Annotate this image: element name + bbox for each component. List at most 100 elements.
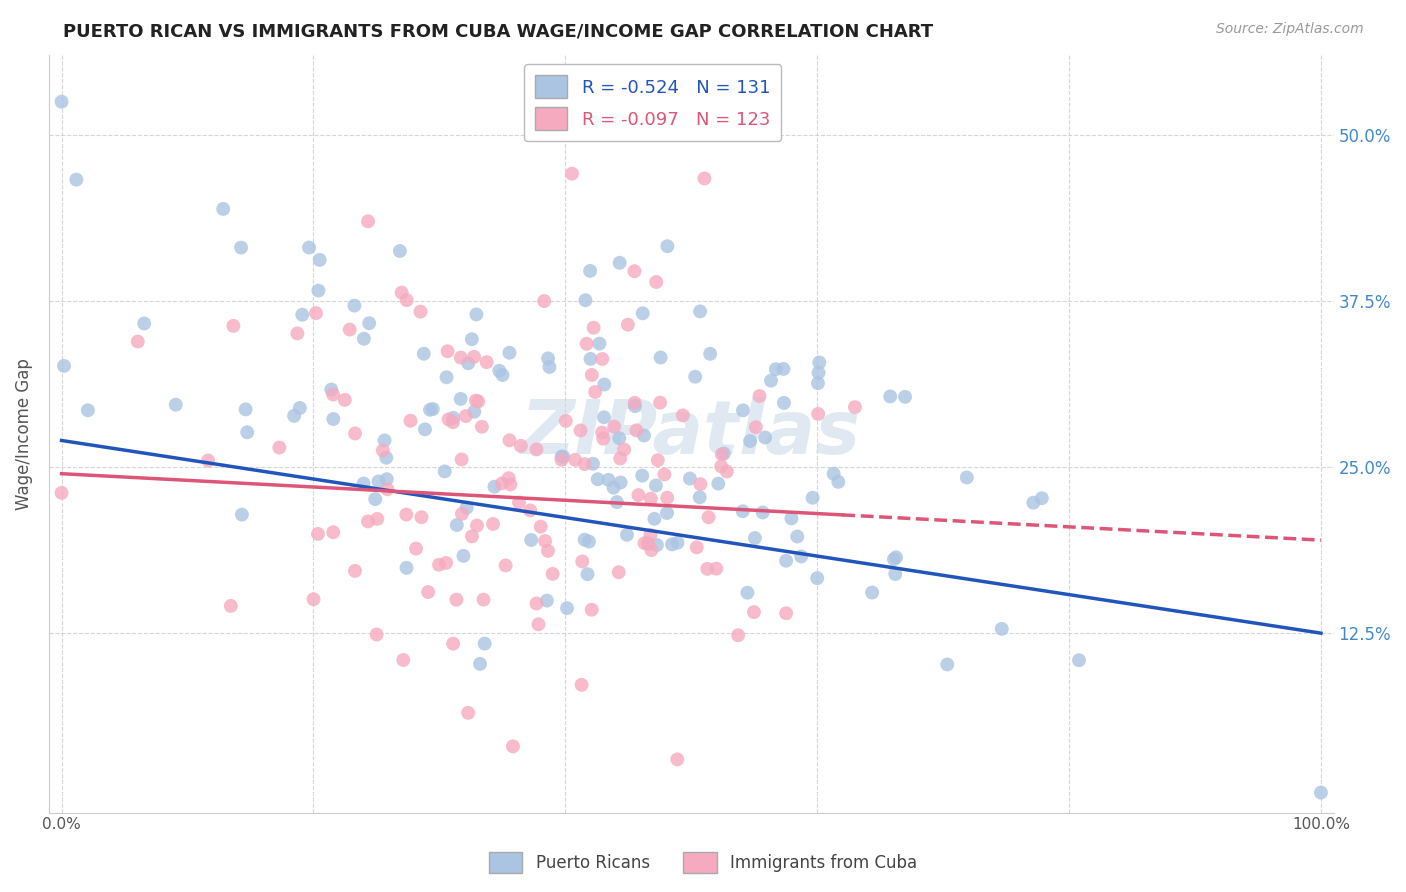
Point [571, 678, 593, 692]
Point [422, 402, 444, 417]
Point [748, 389, 770, 403]
Point [419, 402, 441, 417]
Point [1022, 496, 1045, 510]
Point [339, 322, 361, 336]
Point [359, 316, 381, 330]
Point [464, 393, 486, 408]
Point [936, 657, 959, 672]
Point [780, 511, 803, 525]
Point [526, 597, 548, 611]
Point [582, 457, 605, 471]
Point [773, 396, 796, 410]
Point [704, 561, 727, 575]
Point [446, 592, 468, 607]
Point [269, 441, 291, 455]
Point [416, 585, 439, 599]
Point [554, 414, 576, 428]
Point [555, 601, 578, 615]
Point [884, 567, 907, 582]
Text: ZIPatlas: ZIPatlas [522, 397, 862, 470]
Point [754, 430, 776, 444]
Point [465, 308, 488, 322]
Point [627, 488, 650, 502]
Point [582, 320, 605, 334]
Point [287, 326, 309, 341]
Point [541, 566, 564, 581]
Point [463, 404, 485, 418]
Point [283, 409, 305, 423]
Point [502, 739, 524, 754]
Point [657, 491, 679, 505]
Point [807, 366, 830, 380]
Point [322, 387, 344, 401]
Point [574, 533, 596, 547]
Point [450, 392, 472, 406]
Point [456, 500, 478, 515]
Point [645, 275, 668, 289]
Point [366, 512, 388, 526]
Point [307, 284, 329, 298]
Point [453, 549, 475, 563]
Point [465, 518, 488, 533]
Point [302, 592, 325, 607]
Point [696, 562, 718, 576]
Point [593, 377, 616, 392]
Point [343, 564, 366, 578]
Point [375, 450, 398, 465]
Point [716, 465, 738, 479]
Point [451, 507, 474, 521]
Point [657, 239, 679, 253]
Point [654, 467, 676, 482]
Point [219, 599, 242, 613]
Point [450, 452, 472, 467]
Point [392, 653, 415, 667]
Point [457, 706, 479, 720]
Point [591, 425, 613, 440]
Point [607, 565, 630, 579]
Point [305, 306, 328, 320]
Point [742, 605, 765, 619]
Point [751, 506, 773, 520]
Point [498, 434, 520, 448]
Point [367, 475, 389, 489]
Point [437, 412, 460, 426]
Point [308, 252, 330, 267]
Point [827, 475, 849, 489]
Text: Source: ZipAtlas.com: Source: ZipAtlas.com [1216, 22, 1364, 37]
Point [693, 128, 716, 142]
Point [467, 394, 489, 409]
Point [533, 294, 555, 309]
Point [534, 534, 557, 549]
Legend: Puerto Ricans, Immigrants from Cuba: Puerto Ricans, Immigrants from Cuba [482, 846, 924, 880]
Point [731, 504, 754, 518]
Point [578, 534, 600, 549]
Point [537, 544, 560, 558]
Point [491, 368, 513, 382]
Point [488, 364, 510, 378]
Point [588, 336, 610, 351]
Point [790, 549, 813, 564]
Point [633, 536, 655, 550]
Point [689, 304, 711, 318]
Point [197, 453, 219, 467]
Point [807, 376, 830, 391]
Point [374, 434, 396, 448]
Point [357, 214, 380, 228]
Point [427, 558, 450, 572]
Point [463, 350, 485, 364]
Point [710, 447, 733, 461]
Point [593, 410, 616, 425]
Point [645, 538, 668, 552]
Point [697, 510, 720, 524]
Point [343, 299, 366, 313]
Point [731, 403, 754, 417]
Point [536, 593, 558, 607]
Point [235, 402, 257, 417]
Point [606, 495, 628, 509]
Point [288, 401, 311, 415]
Point [631, 468, 654, 483]
Point [581, 603, 603, 617]
Y-axis label: Wage/Income Gap: Wage/Income Gap [15, 358, 32, 509]
Point [433, 464, 456, 478]
Point [655, 506, 678, 520]
